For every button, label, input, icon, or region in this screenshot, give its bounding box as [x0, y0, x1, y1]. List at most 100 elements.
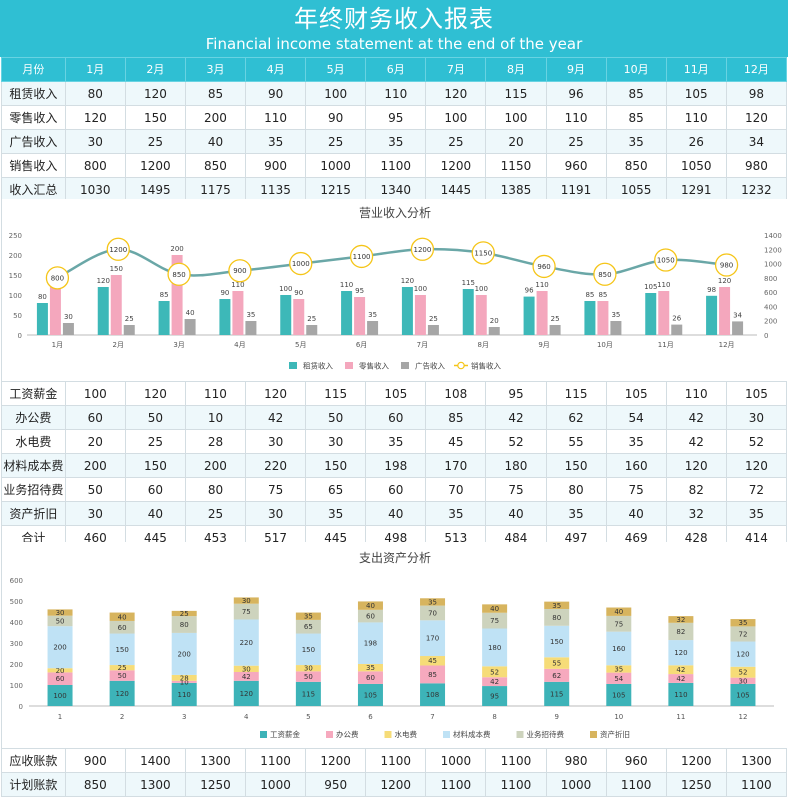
- table-cell: 80: [545, 477, 607, 502]
- x-tick-label: 10: [614, 713, 623, 721]
- legend-label: 零售收入: [359, 361, 389, 371]
- segment-value-label: 30: [242, 665, 251, 673]
- segment-value-label: 150: [115, 646, 128, 654]
- row-label: 零售收入: [1, 105, 66, 130]
- table-cell: 120: [725, 105, 788, 130]
- table-cell: 80: [184, 477, 247, 502]
- line-value-label: 1100: [353, 253, 371, 261]
- table-cell: 85: [605, 81, 667, 106]
- table-cell: 110: [665, 381, 727, 406]
- line-point-marker: [228, 259, 252, 283]
- income-table: 月份 1月 2月 3月 4月 5月 6月 7月 8月 9月 10月 11月 12月 租赁收入 80 120 85…: [1, 57, 788, 202]
- table-cell: 62: [545, 405, 607, 430]
- stacked-segment: [482, 604, 508, 613]
- legend-label: 办公费: [336, 729, 359, 739]
- stacked-segment: [357, 609, 383, 623]
- bar-value-label: 110: [231, 281, 244, 289]
- line-point-marker: [714, 253, 739, 277]
- segment-value-label: 120: [115, 690, 128, 698]
- table-cell: 120: [64, 105, 126, 130]
- stacked-segment: [730, 626, 756, 642]
- table-cell: 30: [64, 501, 126, 526]
- stacked-segment: [482, 628, 508, 667]
- table-cell: 75: [605, 477, 667, 502]
- table-cell: 42: [665, 429, 727, 454]
- row-label: 材料成本费: [1, 453, 66, 478]
- line-value-label: 1050: [657, 257, 675, 265]
- table-cell: 1055: [605, 177, 667, 202]
- table-cell: 115: [545, 381, 607, 406]
- y-tick-label: 300: [10, 640, 23, 648]
- row-label: 工资薪金: [1, 381, 66, 406]
- segment-value-label: 30: [56, 609, 65, 617]
- bar: [732, 321, 744, 335]
- header-cell: 12月: [725, 57, 788, 82]
- bar: [280, 295, 292, 335]
- table-cell: 1100: [245, 748, 307, 773]
- table-cell: 35: [545, 501, 607, 526]
- table-cell: 1200: [124, 153, 186, 178]
- stacked-segment: [606, 672, 632, 684]
- stacked-segment: [295, 633, 321, 666]
- legend-label: 销售收入: [471, 361, 501, 371]
- stacked-segment: [482, 666, 508, 678]
- table-cell: 75: [245, 477, 307, 502]
- table-cell: 25: [305, 129, 367, 154]
- bar-value-label: 80: [38, 293, 47, 301]
- bar-value-label: 90: [294, 289, 303, 297]
- bar: [523, 296, 535, 335]
- table-cell: 850: [64, 772, 126, 797]
- table-row: 零售收入 120 150 200 110 90 95 100 100 110 85 110 120: [1, 105, 788, 130]
- stacked-segment: [171, 616, 197, 633]
- bar-value-label: 90: [220, 289, 229, 297]
- segment-value-label: 50: [304, 673, 313, 681]
- table-cell: 1000: [545, 772, 607, 797]
- table-cell: 1200: [305, 748, 367, 773]
- table-cell: 40: [184, 129, 247, 154]
- bar-value-label: 100: [475, 285, 488, 293]
- row-label: 租赁收入: [1, 81, 66, 106]
- stacked-segment: [544, 681, 570, 706]
- stacked-segment: [668, 622, 694, 641]
- bar: [232, 291, 244, 335]
- segment-value-label: 40: [490, 605, 499, 613]
- table-cell: 1340: [365, 177, 427, 202]
- table-cell: 160: [605, 453, 667, 478]
- bar: [658, 291, 670, 335]
- table-cell: 10: [184, 405, 247, 430]
- legend-swatch: [516, 731, 524, 738]
- bar-value-label: 25: [429, 315, 438, 323]
- segment-value-label: 55: [552, 660, 561, 668]
- segment-value-label: 200: [178, 650, 191, 658]
- table-cell: 850: [605, 153, 667, 178]
- table-cell: 200: [184, 453, 247, 478]
- table-cell: 90: [305, 105, 367, 130]
- table-cell: 100: [485, 105, 547, 130]
- stacked-segment: [295, 619, 321, 634]
- table-row: 资产折旧 30 40 25 30 35 40 35 40 35 40 32 35: [1, 501, 788, 526]
- chart-title: 营业收入分析: [359, 206, 431, 220]
- table-cell: 42: [665, 405, 727, 430]
- table-cell: 1100: [605, 772, 667, 797]
- segment-value-label: 40: [118, 613, 127, 621]
- stacked-segment: [357, 671, 383, 684]
- segment-value-label: 80: [180, 621, 189, 629]
- stacked-segment: [606, 615, 632, 632]
- stacked-segment: [606, 683, 632, 706]
- bar-value-label: 34: [733, 311, 742, 319]
- line-point-marker: [45, 266, 70, 290]
- stacked-segment: [171, 610, 197, 617]
- segment-value-label: 75: [614, 620, 623, 628]
- table-cell: 25: [184, 501, 247, 526]
- segment-value-label: 180: [488, 644, 501, 652]
- table-cell: 198: [365, 453, 427, 478]
- table-cell: 110: [545, 105, 607, 130]
- table-cell: 40: [365, 501, 427, 526]
- stacked-segment: [730, 683, 756, 706]
- table-cell: 1200: [425, 153, 487, 178]
- segment-value-label: 60: [366, 674, 375, 682]
- header-cell: 3月: [184, 57, 247, 82]
- x-tick-label: 12月: [719, 341, 735, 349]
- stacked-segment: [606, 607, 632, 616]
- x-tick-label: 6月: [356, 341, 367, 349]
